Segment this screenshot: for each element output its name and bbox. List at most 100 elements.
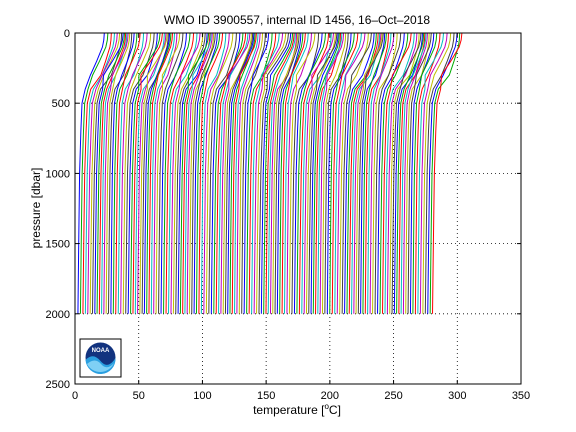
profile-line-143 bbox=[417, 33, 445, 314]
profile-line-102 bbox=[319, 33, 345, 314]
profile-line-34 bbox=[158, 33, 184, 314]
profile-line-98 bbox=[310, 33, 339, 314]
profile-line-17 bbox=[117, 33, 145, 314]
profile-line-138 bbox=[405, 33, 430, 314]
profile-line-137 bbox=[402, 33, 428, 314]
profile-line-25 bbox=[137, 33, 167, 314]
profile-line-32 bbox=[153, 33, 178, 314]
profile-line-76 bbox=[258, 33, 289, 314]
profile-line-95 bbox=[303, 33, 335, 314]
profile-line-85 bbox=[279, 33, 304, 314]
profile-line-148 bbox=[429, 33, 461, 314]
y-tick-label-0: 0 bbox=[64, 28, 70, 40]
profile-line-78 bbox=[263, 33, 294, 314]
y-axis-label: pressure [dbar] bbox=[29, 168, 43, 249]
profile-line-126 bbox=[377, 33, 405, 314]
profile-line-41 bbox=[175, 33, 206, 314]
profile-line-19 bbox=[122, 33, 152, 314]
profile-line-50 bbox=[195, 33, 221, 314]
profile-line-89 bbox=[288, 33, 316, 314]
profile-line-136 bbox=[400, 33, 427, 314]
profile-line-28 bbox=[143, 33, 171, 314]
profile-line-122 bbox=[367, 33, 392, 314]
x-tick-label-1: 50 bbox=[133, 390, 145, 402]
profile-line-83 bbox=[274, 33, 300, 314]
logo-wave-light bbox=[87, 360, 114, 372]
profile-line-93 bbox=[298, 33, 330, 314]
profile-line-74 bbox=[253, 33, 284, 314]
profile-line-132 bbox=[391, 33, 422, 314]
profile-line-5 bbox=[89, 33, 121, 314]
profile-line-33 bbox=[155, 33, 181, 314]
profile-line-48 bbox=[191, 33, 216, 314]
profile-line-120 bbox=[362, 33, 387, 314]
profile-line-101 bbox=[317, 33, 343, 314]
profile-line-4 bbox=[87, 33, 118, 314]
profile-line-106 bbox=[329, 33, 355, 314]
profile-line-88 bbox=[286, 33, 312, 314]
plot-area: 0 50 100 150 200 250 300 350 0 500 1000 1500 2000 25… bbox=[46, 28, 531, 402]
profile-line-112 bbox=[344, 33, 375, 314]
profile-line-31 bbox=[150, 33, 176, 314]
profile-line-40 bbox=[172, 33, 204, 314]
profile-line-99 bbox=[312, 33, 340, 314]
profile-line-105 bbox=[326, 33, 352, 314]
x-axis-label: temperature [oC] bbox=[253, 402, 341, 417]
profile-line-118 bbox=[357, 33, 384, 314]
profile-line-38 bbox=[168, 33, 198, 314]
profile-line-130 bbox=[386, 33, 418, 314]
profile-line-49 bbox=[193, 33, 218, 314]
profile-line-77 bbox=[260, 33, 292, 314]
profile-line-21 bbox=[127, 33, 158, 314]
profile-line-22 bbox=[130, 33, 161, 314]
profile-line-47 bbox=[188, 33, 215, 314]
profile-line-92 bbox=[296, 33, 327, 314]
profile-line-1 bbox=[79, 33, 109, 314]
profile-line-66 bbox=[234, 33, 259, 314]
profile-line-55 bbox=[208, 33, 237, 314]
profile-line-42 bbox=[177, 33, 208, 314]
profile-line-135 bbox=[398, 33, 426, 314]
profile-line-0 bbox=[77, 33, 105, 314]
profile-line-111 bbox=[341, 33, 372, 314]
profile-line-79 bbox=[265, 33, 295, 314]
profile-line-13 bbox=[107, 33, 133, 314]
profile-line-8 bbox=[96, 33, 126, 314]
profile-line-64 bbox=[229, 33, 256, 314]
profile-line-123 bbox=[369, 33, 395, 314]
profile-line-52 bbox=[200, 33, 227, 314]
profile-line-59 bbox=[218, 33, 249, 314]
profile-line-134 bbox=[396, 33, 425, 314]
profile-line-121 bbox=[364, 33, 389, 314]
profile-line-103 bbox=[321, 33, 347, 314]
y-tick-label-4: 2000 bbox=[46, 309, 70, 321]
profile-line-68 bbox=[238, 33, 264, 314]
profile-line-70 bbox=[243, 33, 270, 314]
profile-line-124 bbox=[372, 33, 398, 314]
profile-line-146 bbox=[424, 33, 455, 314]
profile-line-35 bbox=[160, 33, 187, 314]
profile-line-114 bbox=[348, 33, 379, 314]
profile-line-2 bbox=[82, 33, 112, 314]
profile-line-57 bbox=[213, 33, 244, 314]
profile-line-139 bbox=[407, 33, 432, 314]
profile-line-86 bbox=[281, 33, 306, 314]
profile-line-125 bbox=[374, 33, 402, 314]
profile-line-60 bbox=[220, 33, 251, 314]
profiles bbox=[77, 33, 463, 314]
profile-line-97 bbox=[308, 33, 338, 314]
x-tick-label-7: 350 bbox=[512, 390, 530, 402]
profile-line-18 bbox=[120, 33, 148, 314]
chart-title: WMO ID 3900557, internal ID 1456, 16–Oct… bbox=[164, 13, 430, 27]
profile-line-3 bbox=[84, 33, 115, 314]
profile-line-16 bbox=[115, 33, 141, 314]
profile-line-75 bbox=[256, 33, 287, 314]
profile-line-87 bbox=[283, 33, 309, 314]
profile-line-131 bbox=[389, 33, 420, 314]
profile-line-26 bbox=[139, 33, 168, 314]
y-tick-label-2: 1000 bbox=[46, 168, 70, 180]
profile-line-100 bbox=[315, 33, 342, 314]
profile-line-14 bbox=[110, 33, 135, 314]
profile-line-90 bbox=[291, 33, 320, 314]
x-tick-label-0: 0 bbox=[72, 390, 78, 402]
